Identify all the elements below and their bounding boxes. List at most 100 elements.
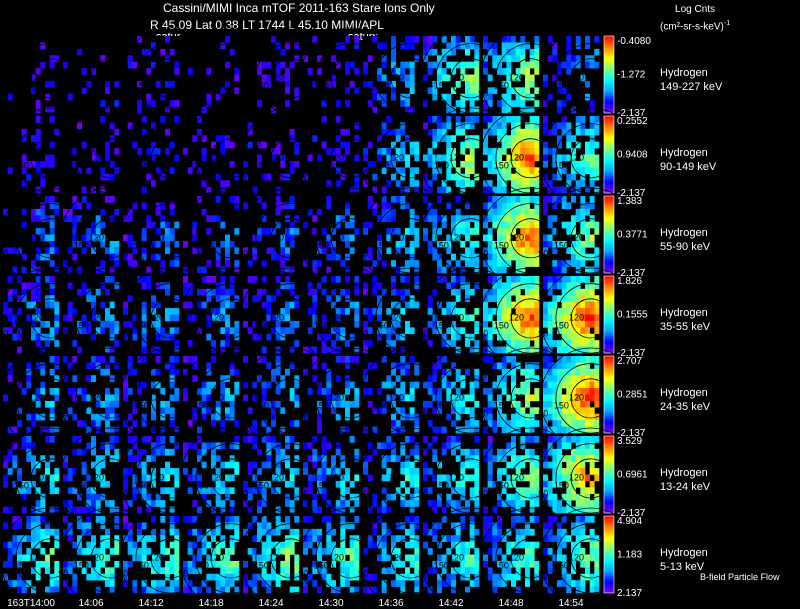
heatmap-pixel	[525, 436, 530, 443]
heatmap-pixel	[160, 327, 166, 335]
heatmap-pixel	[547, 301, 553, 309]
heatmap-pixel	[266, 381, 272, 389]
heatmap-pixel	[432, 234, 438, 242]
contour-label: 90	[238, 408, 248, 418]
contour-label: 150	[194, 400, 209, 410]
heatmap-pixel	[561, 61, 567, 69]
heatmap-pixel	[451, 586, 456, 594]
heatmap-pixel	[585, 288, 590, 296]
heatmap-pixel	[400, 148, 406, 155]
heatmap-pixel	[211, 413, 216, 421]
heatmap-pixel	[409, 407, 415, 415]
heatmap-pixel	[525, 301, 530, 309]
heatmap-pixel	[469, 522, 475, 530]
heatmap-pixel	[552, 506, 558, 514]
heatmap-pixel	[474, 506, 480, 514]
heatmap-pixel	[561, 266, 567, 274]
heatmap-pixel	[40, 228, 46, 235]
heatmap-pixel	[340, 487, 346, 495]
heatmap-pixel	[211, 240, 216, 248]
heatmap-pixel	[261, 480, 267, 488]
heatmap-pixel	[451, 362, 456, 370]
heatmap-pixel	[165, 474, 170, 482]
heatmap-pixel	[561, 87, 567, 95]
heatmap-pixel	[571, 461, 576, 469]
heatmap-pixel	[363, 586, 368, 594]
heatmap-pixel	[45, 535, 50, 542]
heatmap-pixel	[497, 186, 502, 194]
heatmap-pixel	[243, 560, 248, 568]
heatmap-pixel	[594, 426, 600, 434]
heatmap-pixel	[414, 500, 420, 507]
heatmap-pixel	[391, 548, 396, 555]
heatmap-pixel	[543, 180, 548, 187]
heatmap-pixel	[580, 381, 586, 389]
heatmap-pixel	[367, 573, 373, 581]
contour-label: 120	[509, 72, 524, 82]
heatmap-pixel	[483, 522, 488, 530]
heatmap-pixel	[67, 474, 73, 482]
heatmap-pixel	[54, 567, 60, 575]
contour-label: 90	[478, 328, 488, 338]
heatmap-pixel	[261, 522, 267, 530]
heatmap-pixel	[492, 522, 498, 530]
heatmap-pixel	[561, 493, 567, 501]
heatmap-pixel	[395, 388, 401, 395]
heatmap-pixel	[465, 167, 470, 175]
heatmap-pixel	[414, 240, 420, 248]
heatmap-pixel	[525, 148, 530, 155]
heatmap-pixel	[229, 362, 235, 370]
heatmap-pixel	[427, 160, 433, 168]
heatmap-pixel	[552, 535, 558, 542]
heatmap-pixel	[460, 487, 466, 495]
heatmap-pixel	[497, 400, 502, 408]
heatmap-pixel	[72, 234, 78, 242]
heatmap-pixel	[451, 407, 456, 415]
heatmap-pixel	[349, 560, 355, 568]
heatmap-pixel	[547, 148, 553, 155]
heatmap-pixel	[17, 554, 22, 562]
heatmap-pixel	[547, 221, 553, 229]
heatmap-pixel	[45, 93, 50, 101]
heatmap-pixel	[109, 500, 115, 507]
heatmap-pixel	[303, 487, 308, 495]
heatmap-pixel	[197, 487, 202, 495]
heatmap-pixel	[91, 548, 96, 555]
heatmap-pixel	[381, 288, 387, 296]
heatmap-pixel	[187, 288, 193, 296]
colorbar-tick: -1.272	[617, 70, 646, 81]
heatmap-pixel	[469, 541, 475, 549]
heatmap-pixel	[169, 333, 175, 341]
heatmap-pixel	[100, 55, 106, 62]
heatmap-pixel	[400, 388, 406, 395]
heatmap-pixel	[437, 580, 442, 587]
contour-label: 150	[74, 160, 89, 170]
heatmap-pixel	[289, 320, 295, 328]
heatmap-pixel	[326, 202, 332, 210]
heatmap-pixel	[345, 36, 350, 43]
heatmap-pixel	[26, 580, 32, 587]
heatmap-pixel	[211, 573, 216, 581]
heatmap-pixel	[483, 320, 488, 328]
heatmap-pixel	[321, 388, 327, 395]
heatmap-pixel	[285, 327, 290, 335]
heatmap-pixel	[100, 480, 106, 488]
heatmap-pixel	[165, 448, 170, 456]
heatmap-pixel	[441, 215, 447, 222]
heatmap-pixel	[552, 202, 558, 210]
contour-label: 150	[554, 400, 569, 410]
heatmap-pixel	[137, 100, 142, 107]
heatmap-pixel	[317, 554, 322, 562]
heatmap-pixel	[501, 106, 507, 114]
heatmap-pixel	[206, 541, 212, 549]
heatmap-pixel	[86, 362, 92, 370]
heatmap-pixel	[21, 167, 27, 175]
heatmap-pixel	[312, 375, 318, 382]
heatmap-pixel	[105, 154, 110, 162]
heatmap-pixel	[123, 215, 128, 222]
heatmap-pixel	[386, 208, 392, 216]
heatmap-pixel	[377, 554, 382, 562]
heatmap-pixel	[487, 228, 493, 235]
heatmap-pixel	[547, 240, 553, 248]
